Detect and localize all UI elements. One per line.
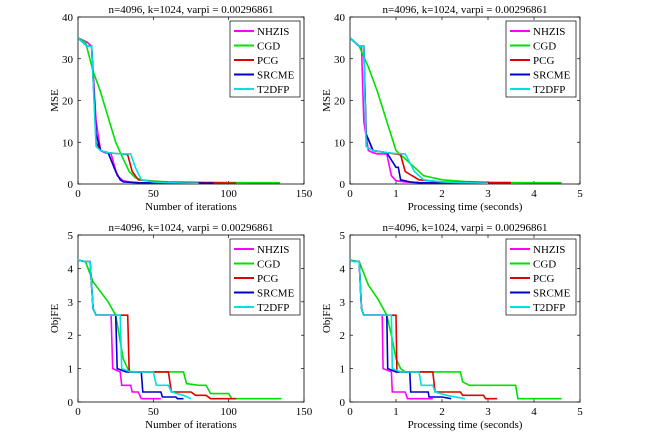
chart-panel-3: 0 50 100 150 0 1 2 3 4 5 n=4096, k=1024, varpi = 0… xyxy=(49,222,313,431)
y-tick-label: 4 xyxy=(68,263,74,275)
legend-label-t2dfp: T2DFP xyxy=(533,84,565,96)
series-line-cgd xyxy=(350,259,562,400)
x-tick-label: 1 xyxy=(393,188,399,200)
y-tick-label: 0 xyxy=(68,397,74,409)
y-tick-label: 2 xyxy=(340,330,346,342)
legend: NHZIS CGD PCG SRCME T2DFP xyxy=(229,20,301,98)
legend-label-t2dfp: T2DFP xyxy=(257,302,289,314)
y-tick-label: 10 xyxy=(62,137,74,149)
legend-label-nhzis: NHZIS xyxy=(257,26,289,38)
chart-panel-1: 0 50 100 150 0 10 20 30 40 n=4096, k=1024, varpi … xyxy=(49,4,313,213)
y-tick-label: 4 xyxy=(340,263,346,275)
y-tick-label: 40 xyxy=(334,12,346,24)
series-line-t2dfp xyxy=(350,37,489,184)
legend-label-t2dfp: T2DFP xyxy=(257,84,289,96)
legend-label-srcme: SRCME xyxy=(533,288,571,300)
series-line-t2dfp xyxy=(78,259,192,400)
x-axis-label: Number of iterations xyxy=(145,419,237,431)
legend-label-cgd: CGD xyxy=(257,41,280,53)
chart-title: n=4096, k=1024, varpi = 0.00296861 xyxy=(383,222,548,234)
legend: NHZIS CGD PCG SRCME T2DFP xyxy=(505,238,577,316)
x-tick-label: 0 xyxy=(75,188,81,200)
series-line-t2dfp xyxy=(78,37,199,184)
x-tick-label: 50 xyxy=(148,188,160,200)
x-tick-label: 0 xyxy=(347,188,353,200)
y-tick-label: 2 xyxy=(68,330,74,342)
y-tick-label: 0 xyxy=(68,179,74,191)
y-tick-label: 1 xyxy=(68,364,74,376)
legend-label-srcme: SRCME xyxy=(257,70,295,82)
x-tick-label: 100 xyxy=(220,188,237,200)
y-tick-label: 5 xyxy=(340,230,346,242)
legend-label-t2dfp: T2DFP xyxy=(533,302,565,314)
x-tick-label: 0 xyxy=(75,406,81,418)
y-tick-label: 30 xyxy=(334,54,346,66)
y-tick-label: 20 xyxy=(62,96,74,108)
legend-label-pcg: PCG xyxy=(257,273,278,285)
x-tick-label: 3 xyxy=(485,406,491,418)
chart-panel-2: 0 1 2 3 4 5 0 10 20 30 40 n=4096, k=1024, varpi = 0… xyxy=(321,4,583,213)
legend-label-pcg: PCG xyxy=(533,273,554,285)
x-tick-label: 50 xyxy=(148,406,160,418)
x-tick-label: 150 xyxy=(296,406,313,418)
legend-label-cgd: CGD xyxy=(533,41,556,53)
y-tick-label: 10 xyxy=(334,137,346,149)
y-axis-label: ObjFE xyxy=(321,304,333,334)
y-tick-label: 20 xyxy=(334,96,346,108)
x-tick-label: 2 xyxy=(439,406,445,418)
legend-label-nhzis: NHZIS xyxy=(533,244,565,256)
y-axis-label: ObjFE xyxy=(49,304,61,334)
chart-panel-4: 0 1 2 3 4 5 0 1 2 3 4 5 n=4096, k=1024, varpi = 0.00… xyxy=(321,222,583,431)
y-axis-label: MSE xyxy=(321,89,333,112)
x-axis-label: Processing time (seconds) xyxy=(408,201,523,213)
x-axis-label: Number of iterations xyxy=(145,201,237,213)
legend-label-nhzis: NHZIS xyxy=(533,26,565,38)
legend-label-srcme: SRCME xyxy=(533,70,571,82)
legend: NHZIS CGD PCG SRCME T2DFP xyxy=(505,20,577,98)
y-tick-label: 5 xyxy=(68,230,74,242)
y-tick-label: 3 xyxy=(340,297,346,309)
x-tick-label: 4 xyxy=(531,406,537,418)
y-tick-label: 3 xyxy=(68,297,74,309)
legend-label-cgd: CGD xyxy=(533,259,556,271)
legend-label-nhzis: NHZIS xyxy=(257,244,289,256)
legend-label-cgd: CGD xyxy=(257,259,280,271)
y-tick-label: 1 xyxy=(340,364,346,376)
legend-label-pcg: PCG xyxy=(257,55,278,67)
y-tick-label: 40 xyxy=(62,12,74,24)
chart-title: n=4096, k=1024, varpi = 0.00296861 xyxy=(383,4,548,16)
y-axis-label: MSE xyxy=(49,89,61,112)
legend-label-srcme: SRCME xyxy=(257,288,295,300)
y-tick-label: 0 xyxy=(340,397,346,409)
legend: NHZIS CGD PCG SRCME T2DFP xyxy=(229,238,301,316)
y-tick-label: 30 xyxy=(62,54,74,66)
legend-box xyxy=(229,20,301,98)
x-tick-label: 5 xyxy=(577,188,583,200)
chart-title: n=4096, k=1024, varpi = 0.00296861 xyxy=(109,4,274,16)
legend-label-pcg: PCG xyxy=(533,55,554,67)
x-tick-label: 0 xyxy=(347,406,353,418)
y-tick-label: 0 xyxy=(340,179,346,191)
x-tick-label: 5 xyxy=(577,406,583,418)
x-axis-label: Processing time (seconds) xyxy=(408,419,523,431)
x-tick-label: 4 xyxy=(531,188,537,200)
x-tick-label: 100 xyxy=(220,406,237,418)
chart-title: n=4096, k=1024, varpi = 0.00296861 xyxy=(109,222,274,234)
series-line-t2dfp xyxy=(350,259,466,400)
x-tick-label: 2 xyxy=(439,188,445,200)
x-tick-label: 150 xyxy=(296,188,313,200)
x-tick-label: 3 xyxy=(485,188,491,200)
x-tick-label: 1 xyxy=(393,406,399,418)
